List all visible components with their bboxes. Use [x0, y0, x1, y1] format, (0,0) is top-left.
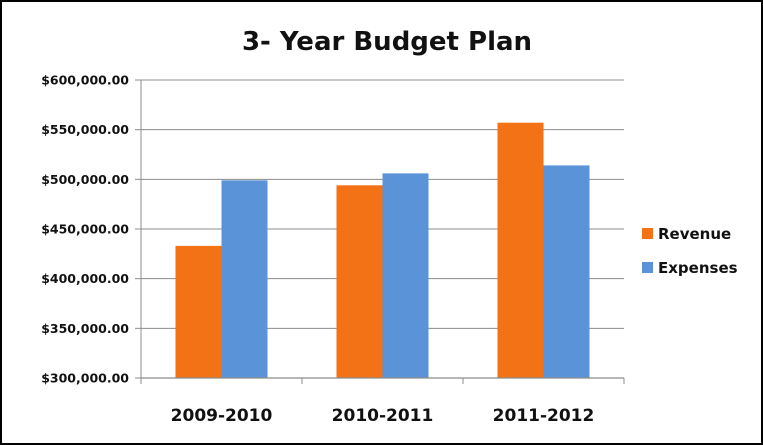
x-axis	[140, 80, 625, 384]
bar-expenses-2009-2010	[221, 180, 268, 378]
bar-revenue-2010-2011	[336, 185, 383, 378]
y-tick-label: $300,000.00	[41, 371, 129, 386]
bar-revenue-2011-2012	[497, 122, 544, 378]
chart-title: 3- Year Budget Plan	[242, 27, 532, 57]
legend-label-expenses: Expenses	[658, 259, 738, 277]
y-tick-label: $400,000.00	[41, 271, 129, 286]
bar-expenses-2010-2011	[382, 173, 429, 378]
x-tick-label: 2011-2012	[493, 406, 595, 426]
bars	[175, 122, 590, 378]
y-tick-label: $550,000.00	[41, 122, 129, 137]
bar-revenue-2009-2010	[175, 245, 222, 378]
bar-expenses-2011-2012	[543, 165, 590, 378]
y-tick-label: $500,000.00	[41, 172, 129, 187]
legend: Revenue Expenses	[642, 225, 738, 277]
x-axis-ticks: 2009-2010 2010-2011 2011-2012	[171, 406, 595, 426]
y-tick-label: $600,000.00	[41, 73, 129, 88]
legend-label-revenue: Revenue	[658, 225, 731, 243]
legend-swatch-expenses	[642, 262, 653, 273]
x-tick-label: 2010-2011	[332, 406, 434, 426]
y-axis-ticks: $300,000.00 $350,000.00 $400,000.00 $450,00…	[41, 73, 141, 386]
legend-swatch-revenue	[642, 228, 653, 239]
y-tick-label: $450,000.00	[41, 222, 129, 237]
x-tick-label: 2009-2010	[171, 406, 273, 426]
y-tick-label: $350,000.00	[41, 321, 129, 336]
